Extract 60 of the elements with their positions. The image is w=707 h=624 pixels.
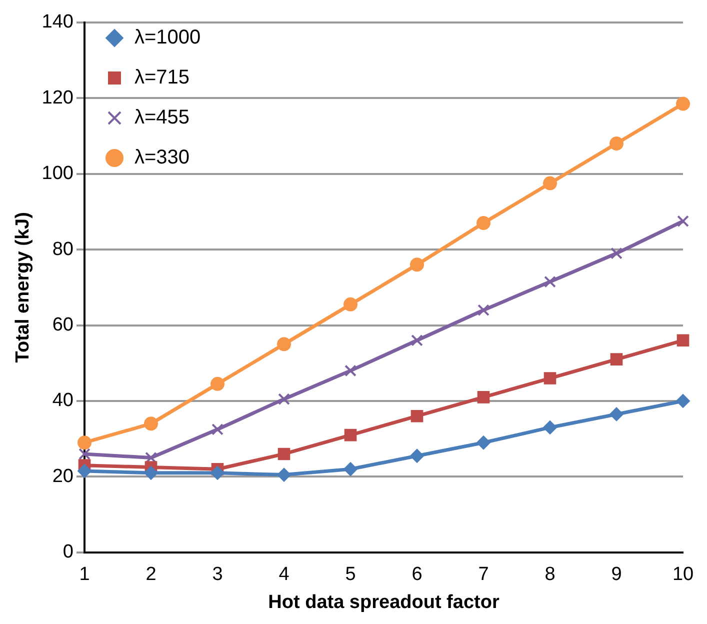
point (544, 372, 556, 384)
point (344, 297, 358, 312)
x-tick-label: 4 (278, 564, 290, 586)
point (278, 393, 290, 406)
point (344, 462, 358, 476)
point (676, 394, 690, 408)
x-tick-label: 3 (212, 564, 223, 586)
legend-label: λ=715 (134, 66, 190, 89)
point (478, 304, 490, 316)
x-tick-label: 7 (478, 564, 489, 586)
point (610, 247, 622, 260)
x-tick-label: 9 (611, 564, 622, 586)
y-tick-label: 20 (52, 466, 74, 487)
point (476, 436, 490, 450)
point (344, 428, 357, 442)
y-tick-label: 100 (42, 163, 74, 184)
point (210, 466, 224, 480)
point (410, 410, 424, 422)
legend-label: λ=1000 (134, 26, 201, 49)
x-tick-label: 1 (79, 564, 90, 586)
point (78, 464, 92, 478)
point (543, 176, 557, 190)
point (212, 423, 224, 436)
x-tick-label: 2 (146, 564, 156, 586)
point (78, 436, 92, 450)
y-tick-label: 60 (52, 314, 74, 336)
point (410, 258, 424, 272)
point (676, 96, 690, 111)
point (610, 136, 624, 151)
x-axis-title: Hot data spreadout factor (268, 592, 500, 613)
x-tick-label: 6 (412, 564, 422, 586)
point (544, 276, 556, 288)
point (610, 353, 623, 366)
point (144, 466, 158, 480)
y-axis-title: Total energy (kJ) (12, 212, 34, 363)
point (278, 448, 290, 460)
y-tick-label: 80 (52, 238, 74, 260)
y-tick-label: 0 (62, 542, 74, 563)
point (477, 391, 490, 404)
point (610, 407, 624, 422)
point (677, 215, 689, 228)
legend-label: λ=455 (134, 106, 190, 129)
x-tick-label: 10 (672, 564, 694, 586)
point (210, 376, 224, 391)
point (277, 337, 291, 352)
x-tick-label: 8 (544, 564, 556, 586)
point (476, 216, 490, 230)
point (410, 448, 424, 463)
y-tick-label: 140 (42, 12, 74, 33)
y-tick-label: 120 (42, 87, 74, 108)
point (411, 334, 423, 346)
point (543, 420, 557, 434)
x-tick-label: 5 (345, 564, 356, 586)
y-tick-label: 40 (52, 390, 74, 412)
point (78, 448, 90, 460)
point (144, 416, 158, 431)
legend-label: λ=330 (134, 146, 190, 169)
point (277, 468, 291, 482)
point (676, 334, 690, 347)
point (344, 364, 356, 377)
